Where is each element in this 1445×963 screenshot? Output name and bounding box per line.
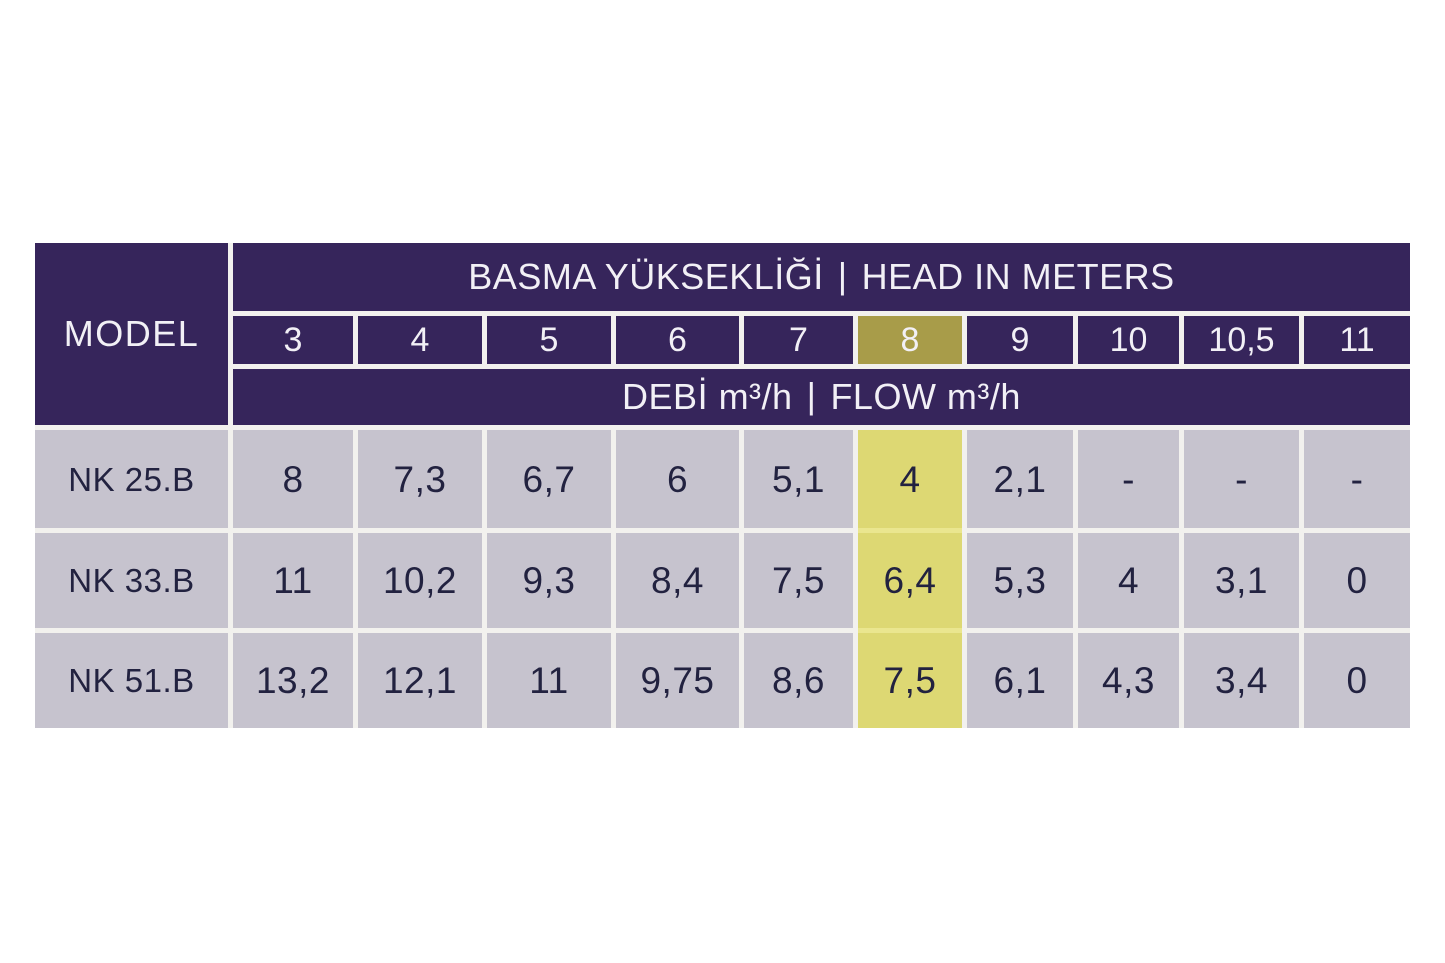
flow-value-cell: 8,6 (744, 633, 853, 728)
head-value-cell: 9 (967, 316, 1073, 364)
title-separator: | (837, 255, 848, 296)
model-cell: NK 25.B (35, 430, 228, 528)
flow-value-cell: 4,3 (1078, 633, 1179, 728)
head-value-cell: 10 (1078, 316, 1179, 364)
flow-value-cell: 6,1 (967, 633, 1073, 728)
head-title-english: HEAD IN METERS (861, 256, 1175, 297)
flow-value-cell: 4 (1078, 533, 1179, 628)
flow-value-cell-highlighted: 6,4 (858, 533, 962, 628)
flow-value-cell: 12,1 (358, 633, 482, 728)
flow-value-cell: 9,3 (487, 533, 611, 628)
flow-value-cell: 7,3 (358, 430, 482, 528)
head-value-cell: 5 (487, 316, 611, 364)
flow-title: DEBİ m³/h | FLOW m³/h (233, 369, 1410, 425)
flow-value-cell: 6,7 (487, 430, 611, 528)
flow-value-cell: 8 (233, 430, 353, 528)
flow-value-cell: 11 (233, 533, 353, 628)
head-value-cell-highlighted: 8 (858, 316, 962, 364)
model-cell: NK 51.B (35, 633, 228, 728)
flow-value-cell: - (1304, 430, 1410, 528)
pump-performance-table: MODEL BASMA YÜKSEKLİĞİ | HEAD IN METERS 3 4 5 6… (35, 243, 1410, 728)
title-separator: | (806, 375, 817, 416)
flow-value-cell: 7,5 (744, 533, 853, 628)
flow-value-cell: 3,4 (1184, 633, 1299, 728)
flow-value-cell: - (1184, 430, 1299, 528)
flow-value-cell: 5,1 (744, 430, 853, 528)
flow-value-cell: 13,2 (233, 633, 353, 728)
flow-value-cell: 10,2 (358, 533, 482, 628)
head-title-turkish: BASMA YÜKSEKLİĞİ (468, 256, 824, 297)
flow-value-cell: 2,1 (967, 430, 1073, 528)
flow-value-cell: 6 (616, 430, 739, 528)
head-value-cell: 11 (1304, 316, 1410, 364)
head-value-cell: 4 (358, 316, 482, 364)
flow-value-cell-highlighted: 4 (858, 430, 962, 528)
flow-value-cell: 8,4 (616, 533, 739, 628)
model-cell: NK 33.B (35, 533, 228, 628)
flow-value-cell: 0 (1304, 533, 1410, 628)
head-in-meters-title: BASMA YÜKSEKLİĞİ | HEAD IN METERS (233, 243, 1410, 311)
flow-value-cell: 5,3 (967, 533, 1073, 628)
head-value-cell: 3 (233, 316, 353, 364)
flow-value-cell: 11 (487, 633, 611, 728)
model-header-cell: MODEL (35, 243, 228, 425)
head-value-cell: 10,5 (1184, 316, 1299, 364)
flow-value-cell: 9,75 (616, 633, 739, 728)
head-value-cell: 7 (744, 316, 853, 364)
flow-title-english: FLOW m³/h (830, 376, 1021, 417)
flow-value-cell: 0 (1304, 633, 1410, 728)
flow-title-turkish: DEBİ m³/h (622, 376, 793, 417)
flow-value-cell-highlighted: 7,5 (858, 633, 962, 728)
flow-value-cell: - (1078, 430, 1179, 528)
flow-value-cell: 3,1 (1184, 533, 1299, 628)
head-value-cell: 6 (616, 316, 739, 364)
